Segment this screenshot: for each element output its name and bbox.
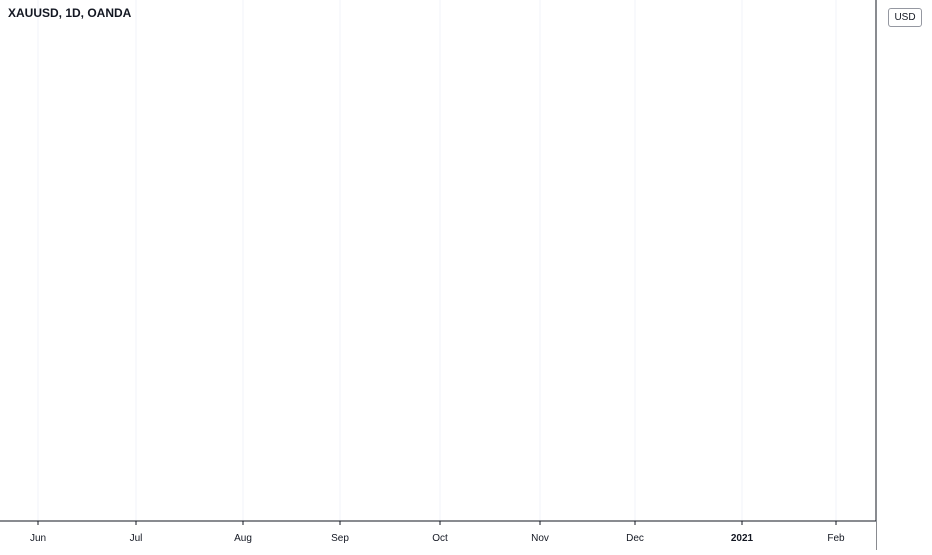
grid [37, 0, 837, 521]
currency-badge[interactable]: USD [888, 8, 922, 27]
x-tick-label: Oct [432, 533, 448, 544]
x-tick-label: Jul [130, 533, 143, 544]
x-tick-label: Aug [234, 533, 252, 544]
x-tick-label: 2021 [731, 533, 754, 544]
symbol-title: XAUUSD, 1D, OANDA [8, 6, 132, 20]
x-tick-label: Sep [331, 533, 349, 544]
x-tick-label: Feb [827, 533, 845, 544]
x-tick-label: Dec [626, 533, 644, 544]
time-axis [0, 521, 876, 550]
x-tick-label: Jun [30, 533, 46, 544]
x-tick-label: Nov [531, 533, 549, 544]
price-axis [876, 0, 932, 550]
